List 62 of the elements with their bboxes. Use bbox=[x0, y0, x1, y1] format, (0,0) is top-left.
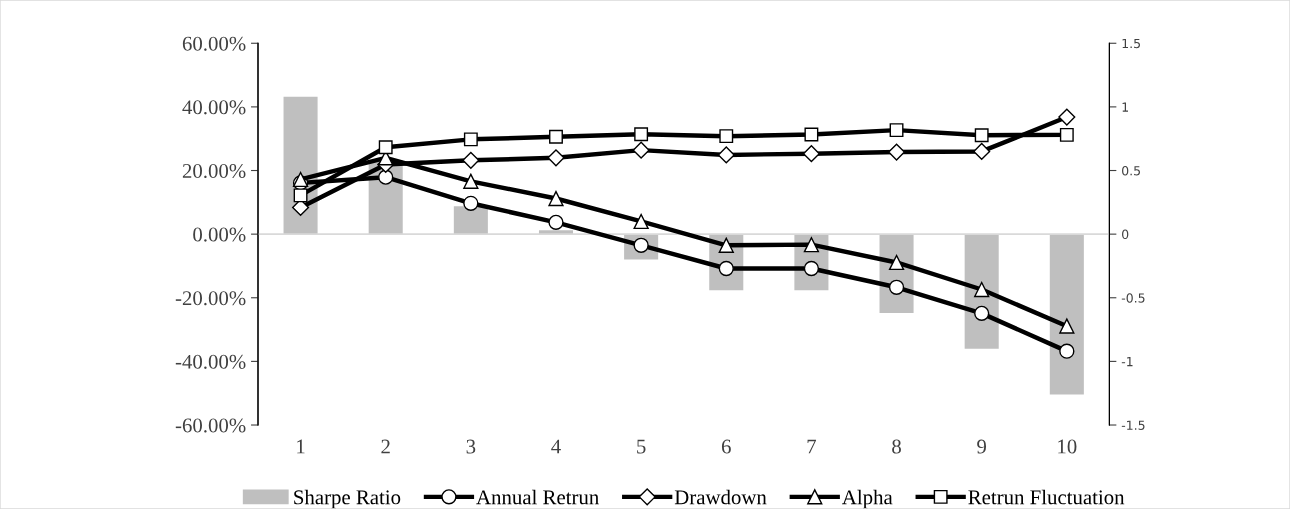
y-tick-label: 40.00% bbox=[182, 100, 246, 115]
y-tick-label: 20.00% bbox=[182, 163, 246, 179]
point bbox=[804, 127, 819, 142]
point bbox=[462, 151, 480, 169]
y2-tick-label: 0.5 bbox=[1122, 165, 1140, 176]
point bbox=[463, 173, 479, 189]
point bbox=[974, 281, 990, 298]
point bbox=[378, 169, 394, 185]
legend-label: Retrun Fluctuation bbox=[968, 489, 1125, 505]
point bbox=[974, 128, 989, 143]
point bbox=[634, 127, 649, 142]
point bbox=[1058, 108, 1076, 126]
point bbox=[463, 132, 478, 147]
x-tick-label: 1 bbox=[297, 439, 305, 454]
y-tick-label: -60.00% bbox=[175, 418, 246, 433]
point bbox=[802, 145, 820, 163]
x-tick-label: 5 bbox=[637, 439, 646, 454]
x-tick-label: 3 bbox=[466, 439, 476, 454]
point bbox=[463, 195, 479, 211]
point bbox=[974, 305, 990, 321]
x-tick-label: 6 bbox=[721, 439, 731, 454]
point bbox=[803, 236, 820, 253]
x-tick-label: 10 bbox=[1058, 439, 1077, 454]
x-tick-label: 8 bbox=[892, 439, 901, 454]
point bbox=[632, 141, 650, 159]
point bbox=[718, 237, 734, 253]
legend-label: Sharpe Ratio bbox=[294, 489, 401, 509]
y-tick-label: -40.00% bbox=[175, 354, 246, 369]
point bbox=[717, 146, 735, 164]
y2-tick-label: -1 bbox=[1121, 357, 1133, 367]
x-tick-label: 9 bbox=[977, 439, 987, 454]
point bbox=[293, 188, 308, 203]
point bbox=[549, 129, 563, 144]
point bbox=[1059, 127, 1074, 142]
point bbox=[888, 254, 905, 271]
legend-label: Alpha bbox=[842, 489, 893, 509]
point bbox=[973, 142, 991, 160]
y-tick-label: 60.00% bbox=[182, 36, 246, 51]
y-tick-label: -20.00% bbox=[175, 291, 246, 306]
y2-tick-label: -1.5 bbox=[1121, 420, 1145, 430]
point bbox=[1059, 318, 1075, 334]
point bbox=[378, 140, 393, 155]
y2-tick-label: 0 bbox=[1122, 229, 1129, 240]
y2-tick-label: 1 bbox=[1122, 102, 1128, 112]
point bbox=[1059, 343, 1075, 359]
point bbox=[292, 171, 309, 188]
y2-tick-label: -0.5 bbox=[1121, 293, 1145, 303]
legend-label: Drawdown bbox=[674, 489, 767, 505]
x-tick-label: 7 bbox=[807, 439, 817, 454]
point bbox=[547, 149, 565, 167]
y2-tick-label: 1.5 bbox=[1122, 38, 1140, 49]
y-tick-label: 0.00% bbox=[193, 227, 246, 242]
x-tick-label: 4 bbox=[551, 439, 561, 454]
point bbox=[548, 214, 564, 231]
point bbox=[889, 123, 904, 138]
legend-label: Annual Retrun bbox=[476, 489, 599, 505]
x-tick-label: 2 bbox=[381, 439, 390, 454]
point bbox=[888, 279, 905, 295]
point bbox=[719, 129, 734, 144]
point bbox=[548, 190, 564, 207]
point bbox=[887, 143, 906, 161]
bar bbox=[1049, 234, 1084, 395]
